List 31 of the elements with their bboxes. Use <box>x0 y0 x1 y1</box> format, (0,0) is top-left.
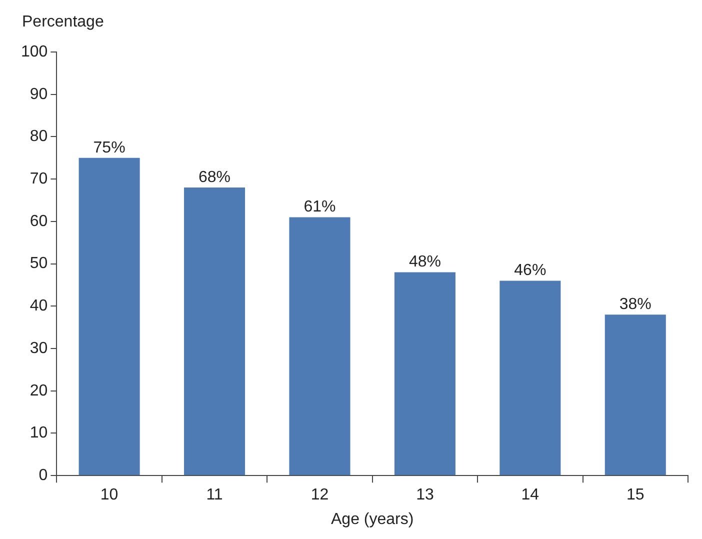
y-tick-label: 50 <box>30 255 48 272</box>
y-tick-label: 100 <box>20 43 48 60</box>
x-tick-label: 11 <box>206 486 223 504</box>
data-label: 48% <box>408 254 441 271</box>
x-tick-label: 10 <box>100 486 118 504</box>
y-tick-label: 90 <box>30 86 48 103</box>
y-tick-label: 30 <box>30 340 48 357</box>
y-tick-label: 40 <box>30 298 48 315</box>
data-label: 61% <box>304 198 336 216</box>
bar <box>78 158 140 476</box>
x-tick-label: 13 <box>416 486 434 504</box>
y-axis-title: Percentage <box>22 13 104 30</box>
y-tick-label: 80 <box>30 128 48 146</box>
x-tick-label: 15 <box>626 486 644 504</box>
data-label: 68% <box>198 168 231 186</box>
x-axis-title: Age (years) <box>330 510 414 528</box>
x-tick-label: 12 <box>310 486 329 504</box>
data-label: 75% <box>93 139 126 156</box>
bar <box>604 314 666 476</box>
bar <box>500 280 561 476</box>
bar <box>289 217 350 476</box>
y-tick-label: 10 <box>30 424 48 442</box>
y-tick-label: 70 <box>30 170 48 188</box>
bar <box>394 272 456 476</box>
y-tick-label: 20 <box>30 382 48 400</box>
data-label: 46% <box>514 262 546 280</box>
data-label: 38% <box>619 296 652 314</box>
x-tick-label: 14 <box>521 486 540 504</box>
y-tick-label: 0 <box>38 467 48 484</box>
bar <box>184 188 246 476</box>
y-tick-label: 60 <box>30 212 48 230</box>
